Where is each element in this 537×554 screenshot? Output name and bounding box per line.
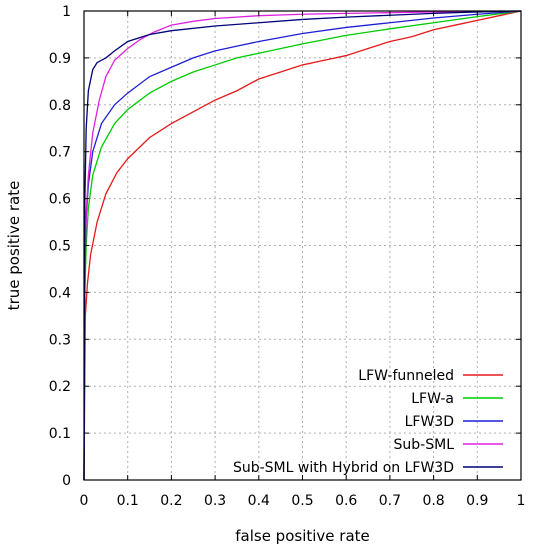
legend-label: Sub-SML with Hybrid on LFW3D xyxy=(233,460,454,476)
x-tick-label: 1 xyxy=(517,493,526,509)
x-tick-labels: 0 0.1 0.2 0.3 0.4 0.5 0.6 0.7 0.8 0.9 1 xyxy=(80,493,526,509)
series-group xyxy=(83,10,522,481)
x-tick-label: 0.6 xyxy=(335,493,357,509)
y-tick-labels: 0 0.1 0.2 0.3 0.4 0.5 0.6 0.7 0.8 0.9 1 xyxy=(49,4,71,489)
y-tick-label: 0.6 xyxy=(49,192,71,208)
y-tick-label: 0.9 xyxy=(49,51,71,67)
y-tick-label: 0.3 xyxy=(49,332,71,348)
grid xyxy=(84,11,521,480)
y-tick-label: 0.7 xyxy=(49,145,71,161)
x-tick-label: 0.1 xyxy=(117,493,139,509)
legend-label: LFW-funneled xyxy=(358,368,454,384)
series-line-3 xyxy=(83,10,522,481)
x-tick-label: 0.8 xyxy=(422,493,444,509)
y-tick-label: 0.1 xyxy=(49,426,71,442)
series-line-2 xyxy=(83,10,522,481)
x-tick-label: 0.5 xyxy=(291,493,313,509)
legend-label: LFW3D xyxy=(405,414,454,430)
y-tick-label: 0 xyxy=(62,473,71,489)
series-line-1 xyxy=(83,10,522,481)
x-tick-label: 0.2 xyxy=(160,493,182,509)
y-tick-label: 0.2 xyxy=(49,379,71,395)
x-tick-label: 0.4 xyxy=(248,493,270,509)
x-axis-label: false positive rate xyxy=(235,527,370,545)
x-tick-label: 0.9 xyxy=(466,493,488,509)
y-tick-label: 0.4 xyxy=(49,285,71,301)
legend: LFW-funneled LFW-a LFW3D Sub-SML Sub-SML wit… xyxy=(233,368,503,476)
x-tick-label: 0.3 xyxy=(204,493,226,509)
y-tick-label: 0.8 xyxy=(49,98,71,114)
ticks xyxy=(83,10,522,481)
y-axis-label: true positive rate xyxy=(5,181,23,311)
y-tick-label: 0.5 xyxy=(49,239,71,255)
legend-label: Sub-SML xyxy=(394,437,455,453)
x-tick-label: 0.7 xyxy=(379,493,401,509)
y-tick-label: 1 xyxy=(62,4,71,20)
x-tick-label: 0 xyxy=(80,493,89,509)
legend-label: LFW-a xyxy=(411,391,454,407)
